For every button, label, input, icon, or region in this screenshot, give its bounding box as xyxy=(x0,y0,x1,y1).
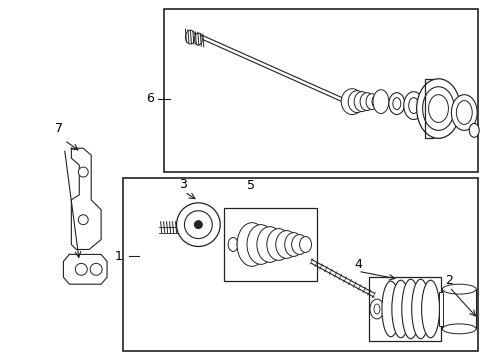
Ellipse shape xyxy=(291,235,307,255)
Ellipse shape xyxy=(442,284,475,294)
Ellipse shape xyxy=(237,223,266,266)
Ellipse shape xyxy=(427,95,447,122)
Ellipse shape xyxy=(369,299,383,319)
Ellipse shape xyxy=(275,231,297,258)
Ellipse shape xyxy=(256,227,282,262)
Ellipse shape xyxy=(422,87,453,130)
Ellipse shape xyxy=(421,280,439,338)
Ellipse shape xyxy=(366,94,377,109)
Text: 5: 5 xyxy=(246,179,254,193)
Bar xyxy=(122,178,477,351)
Ellipse shape xyxy=(381,281,399,337)
Ellipse shape xyxy=(228,238,238,251)
Ellipse shape xyxy=(176,203,220,247)
Text: 7: 7 xyxy=(55,122,63,135)
Ellipse shape xyxy=(442,324,475,334)
Ellipse shape xyxy=(391,280,409,338)
Text: 3: 3 xyxy=(179,179,187,192)
Bar xyxy=(439,292,443,326)
Ellipse shape xyxy=(455,100,471,125)
Ellipse shape xyxy=(353,92,369,112)
Ellipse shape xyxy=(185,30,195,44)
Text: 2: 2 xyxy=(445,274,452,287)
Ellipse shape xyxy=(194,221,202,229)
Ellipse shape xyxy=(403,92,423,120)
Ellipse shape xyxy=(372,90,388,113)
Ellipse shape xyxy=(75,264,87,275)
Ellipse shape xyxy=(194,33,202,45)
Ellipse shape xyxy=(373,304,379,314)
Ellipse shape xyxy=(408,98,418,113)
Ellipse shape xyxy=(237,238,246,251)
Ellipse shape xyxy=(347,91,366,113)
Text: 4: 4 xyxy=(353,258,361,271)
Ellipse shape xyxy=(401,279,419,339)
Ellipse shape xyxy=(411,279,428,339)
Ellipse shape xyxy=(468,123,478,137)
Ellipse shape xyxy=(341,89,362,114)
Bar xyxy=(442,289,475,329)
Ellipse shape xyxy=(266,229,290,260)
Ellipse shape xyxy=(450,95,476,130)
Bar xyxy=(224,208,317,281)
Ellipse shape xyxy=(416,79,459,138)
Bar xyxy=(368,277,441,341)
Ellipse shape xyxy=(184,211,212,239)
Ellipse shape xyxy=(246,225,274,264)
Ellipse shape xyxy=(359,93,373,111)
Ellipse shape xyxy=(392,98,400,109)
Text: 6: 6 xyxy=(145,92,153,105)
Ellipse shape xyxy=(388,93,404,114)
Ellipse shape xyxy=(371,95,381,109)
Ellipse shape xyxy=(78,215,88,225)
Bar xyxy=(163,9,477,172)
Ellipse shape xyxy=(78,167,88,177)
Ellipse shape xyxy=(284,233,302,256)
Ellipse shape xyxy=(90,264,102,275)
Ellipse shape xyxy=(299,237,311,252)
Text: 1: 1 xyxy=(115,250,122,263)
